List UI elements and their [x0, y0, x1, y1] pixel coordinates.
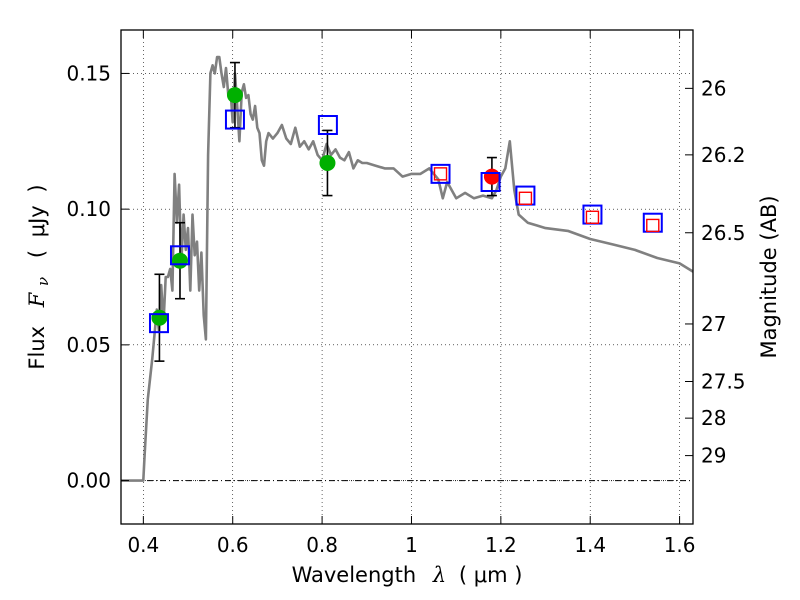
y2-tick-label: 27.5 [701, 370, 746, 394]
data-point [483, 168, 500, 185]
model-spectrum-line [121, 55, 694, 482]
data-point-square [585, 210, 600, 224]
x-tick-label: 0.4 [127, 533, 159, 557]
data-point [319, 155, 336, 171]
x-tick-label: 1 [405, 533, 418, 557]
y2-tick-label: 26.5 [701, 221, 746, 245]
y-axis-label-prefix: Flux [25, 326, 49, 370]
y-axis-label-paren-open: ( [25, 250, 49, 258]
data-series [148, 61, 663, 362]
x-tick-label: 0.8 [306, 533, 338, 557]
x-tick-label: 1.6 [664, 533, 696, 557]
y-axis-label-paren-close: ) [25, 184, 49, 192]
y-axis-label-symbol: F [25, 291, 49, 308]
x-axis-label-prefix: Wavelength [292, 563, 417, 587]
grid-lines [121, 30, 693, 524]
y2-tick-label: 29 [701, 444, 726, 468]
y-axis-label-subscript: ν [34, 277, 52, 286]
data-point-square [148, 313, 169, 334]
x-axis-label: Wavelength λ ( μm ) [292, 563, 523, 587]
data-point-square [480, 172, 501, 192]
x-axis-label-symbol: λ [432, 563, 446, 587]
series-predicted-photometry [433, 167, 660, 233]
x-axis-label-unit: μm [474, 563, 508, 587]
data-point [226, 87, 243, 104]
axis-ticks: 0.4 0.6 0.8 1 1.2 1.4 1.6 0.00 0.05 0.10 0.15 26 26.… [66, 30, 746, 557]
y-tick-label: 0.05 [66, 333, 111, 357]
x-axis-label-paren-close: ) [514, 563, 522, 587]
data-point-square [430, 163, 451, 184]
y-axis-label-unit: μJy [25, 205, 49, 237]
data-point-square [224, 109, 245, 130]
y-axis-label: Flux F ν ( μJy ) [25, 184, 53, 369]
data-point-square [646, 218, 660, 233]
y2-tick-label: 26.2 [701, 143, 746, 167]
y2-tick-label: 27 [701, 312, 726, 336]
x-tick-label: 1.2 [485, 533, 517, 557]
plot-frame [120, 29, 694, 525]
data-point [171, 252, 188, 269]
y-tick-label: 0.00 [66, 469, 111, 493]
y2-tick-label: 28 [701, 406, 726, 430]
y-tick-label: 0.15 [66, 61, 111, 85]
data-point [151, 309, 168, 326]
x-tick-label: 0.6 [217, 533, 249, 557]
x-tick-label: 1.4 [574, 533, 606, 557]
data-point-square [518, 191, 533, 205]
data-point-square [317, 115, 338, 135]
y2-tick-label: 26 [701, 76, 726, 100]
data-point-square [433, 167, 448, 181]
x-axis-label-paren-open: ( [459, 563, 467, 587]
y-tick-label: 0.10 [66, 197, 111, 221]
secondary-y-axis-label: Magnitude (AB) [757, 195, 781, 358]
data-point-square [169, 245, 190, 266]
